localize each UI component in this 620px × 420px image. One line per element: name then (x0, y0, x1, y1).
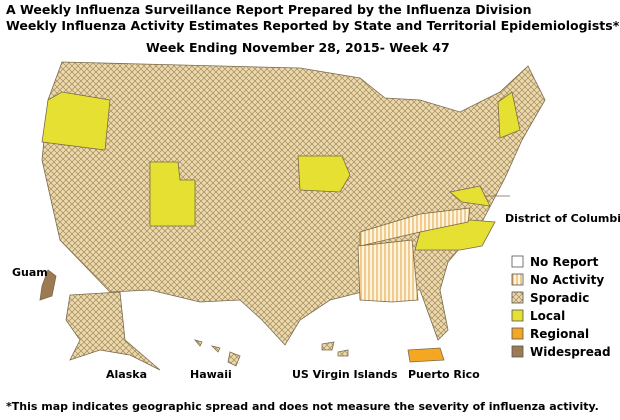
oregon (41, 91, 111, 151)
legend-label: No Activity (530, 273, 604, 287)
virgin-islands-label: US Virgin Islands (292, 368, 398, 381)
footnote: *This map indicates geographic spread an… (6, 400, 599, 413)
legend-label: Widespread (530, 345, 611, 359)
title: A Weekly Influenza Surveillance Report P… (6, 2, 532, 17)
north-carolina (414, 219, 496, 251)
legend-label: No Report (530, 255, 599, 269)
week-label: Week Ending November 28, 2015- Week 47 (146, 40, 450, 55)
legend-swatch (511, 291, 524, 304)
legend-swatch (511, 327, 524, 340)
new-hampshire-vermont (497, 91, 521, 139)
legend-label: Local (530, 309, 565, 323)
utah (149, 161, 196, 227)
dc-label: District of Columbia (505, 212, 620, 225)
mississippi-alabama (357, 239, 419, 303)
legend-label: Regional (530, 327, 589, 341)
legend-swatch (511, 273, 524, 286)
alaska-label: Alaska (106, 368, 147, 381)
subtitle: Weekly Influenza Activity Estimates Repo… (6, 18, 620, 33)
virgin-islands (321, 341, 349, 357)
guam (39, 269, 57, 301)
legend-swatch (511, 309, 524, 322)
us-map (39, 61, 546, 371)
puerto-rico-label: Puerto Rico (408, 368, 480, 381)
maryland (449, 185, 491, 207)
legend-swatch (511, 345, 524, 358)
iowa (297, 155, 351, 193)
contiguous-states (41, 61, 546, 346)
legend-swatch (511, 255, 524, 268)
guam-label: Guam (12, 266, 48, 279)
alaska (65, 291, 161, 371)
hawaii-label: Hawaii (190, 368, 232, 381)
hawaii (193, 339, 241, 367)
legend: No Report No Activity Sporadic Local Regiona… (511, 255, 611, 359)
puerto-rico (407, 347, 445, 363)
legend-label: Sporadic (530, 291, 589, 305)
